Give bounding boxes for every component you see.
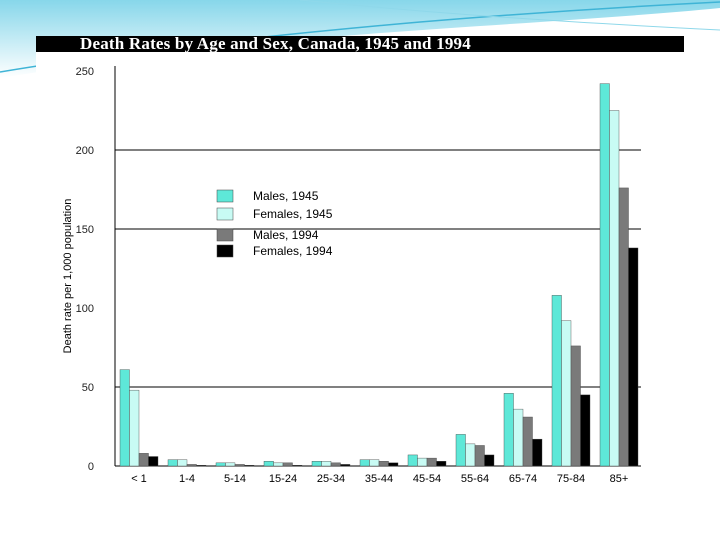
x-tick-label: < 1 <box>131 473 147 484</box>
bar-7584-males-1945 <box>551 295 562 467</box>
bar-4554-females-1994 <box>436 461 447 467</box>
bar-3544-females-1945 <box>369 459 380 467</box>
bar-6574-females-1945 <box>513 408 524 467</box>
x-tick-label: 15-24 <box>269 473 297 484</box>
bar-514-males-1945 <box>215 462 226 467</box>
chart-title: Death Rates by Age and Sex, Canada, 1945… <box>80 36 471 52</box>
bar-514-males-1994 <box>234 464 245 467</box>
x-tick-label: 35-44 <box>365 473 393 484</box>
bar-1-males-1945 <box>119 369 130 467</box>
bar-85-females-1994 <box>628 247 639 467</box>
bar-chart: 0 50 100 150 200 250 Death rate per 1,000 popu… <box>62 66 641 484</box>
bar-514-females-1994 <box>244 465 255 467</box>
bar-1524-females-1994 <box>292 465 303 467</box>
y-tick-label-250: 250 <box>76 66 94 78</box>
y-tick-label-100: 100 <box>76 303 94 315</box>
bar-3544-females-1994 <box>388 462 399 467</box>
bar-1524-males-1994 <box>282 462 293 467</box>
x-tick-label: 55-64 <box>461 473 489 484</box>
legend-label-3: Males, 1994 <box>253 228 319 242</box>
x-tick-label: 85+ <box>610 473 629 484</box>
legend-label-1: Males, 1945 <box>253 189 319 203</box>
x-tick-label: 45-54 <box>413 473 441 484</box>
bar-5564-females-1994 <box>484 454 495 467</box>
legend-swatch-4 <box>216 244 234 258</box>
bar-14-females-1945 <box>177 459 188 467</box>
bar-14-females-1994 <box>196 465 207 467</box>
bar-2534-males-1945 <box>311 461 322 467</box>
x-tick-label: 1-4 <box>179 473 195 484</box>
legend-swatch-2 <box>216 207 234 221</box>
bar-1524-males-1945 <box>263 461 274 467</box>
bar-6574-females-1994 <box>532 438 543 467</box>
legend-swatch-1 <box>216 189 234 203</box>
bar-1-females-1945 <box>129 389 140 467</box>
bar-5564-females-1945 <box>465 443 476 467</box>
y-tick-label-50: 50 <box>82 382 94 394</box>
bar-1-males-1994 <box>138 453 149 467</box>
y-tick-label-150: 150 <box>76 224 94 236</box>
legend-swatch-3 <box>216 228 234 242</box>
y-axis-title: Death rate per 1,000 population <box>62 199 74 354</box>
bar-6574-males-1994 <box>522 416 533 467</box>
bar-85-females-1945 <box>609 110 620 467</box>
bar-5564-males-1945 <box>455 434 466 467</box>
bar-4554-females-1945 <box>417 457 428 467</box>
bar-85-males-1994 <box>618 187 629 467</box>
bar-514-females-1945 <box>225 462 236 467</box>
bar-3544-males-1945 <box>359 459 370 467</box>
legend-label-4: Females, 1994 <box>253 244 333 258</box>
bar-1524-females-1945 <box>273 462 284 467</box>
x-tick-label: 25-34 <box>317 473 345 484</box>
bar-2534-males-1994 <box>330 462 341 467</box>
bar-4554-males-1945 <box>407 454 418 467</box>
x-tick-label: 75-84 <box>557 473 585 484</box>
bar-7584-males-1994 <box>570 345 581 467</box>
bar-6574-males-1945 <box>503 393 514 467</box>
bar-1-females-1994 <box>148 456 159 467</box>
x-tick-label: 5-14 <box>224 473 246 484</box>
bar-5564-males-1994 <box>474 445 485 467</box>
bar-7584-females-1945 <box>561 320 572 467</box>
legend-label-2: Females, 1945 <box>253 207 333 221</box>
y-tick-label-0: 0 <box>88 461 94 473</box>
top-wave-line-2 <box>299 0 720 31</box>
bar-2534-females-1994 <box>340 464 351 467</box>
bar-2534-females-1945 <box>321 461 332 467</box>
chart-title-bar: Death Rates by Age and Sex, Canada, 1945… <box>36 36 684 52</box>
bar-14-males-1945 <box>167 459 178 467</box>
bar-4554-males-1994 <box>426 457 437 467</box>
bar-7584-females-1994 <box>580 394 591 467</box>
y-tick-label-200: 200 <box>76 145 94 157</box>
x-tick-label: 65-74 <box>509 473 537 484</box>
bar-85-males-1945 <box>599 83 610 467</box>
chart-frame: Death Rates by Age and Sex, Canada, 1945… <box>36 36 684 484</box>
bar-3544-males-1994 <box>378 461 389 467</box>
bar-14-males-1994 <box>186 464 197 467</box>
